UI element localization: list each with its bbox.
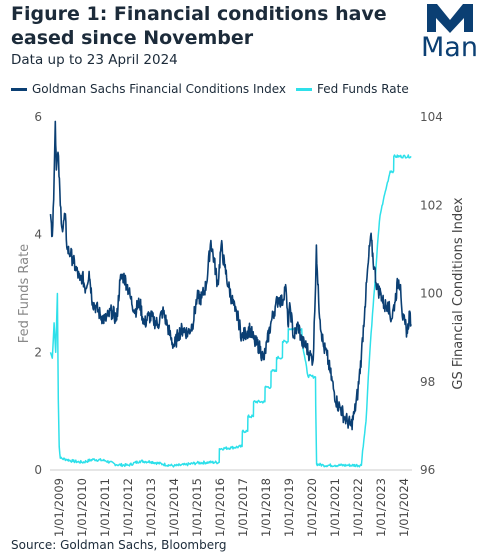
legend-item-ffr: Fed Funds Rate <box>296 82 409 96</box>
source-note: Source: Goldman Sachs, Bloomberg <box>11 538 227 552</box>
left-tick-label-3: 6 <box>34 110 42 124</box>
series-line-0 <box>49 120 412 431</box>
series-line-1 <box>49 154 412 468</box>
x-tick-label-15: 1/01/2024 <box>397 478 411 537</box>
x-tick-label-4: 1/01/2013 <box>144 478 158 537</box>
x-tick-label-3: 1/01/2012 <box>121 478 135 537</box>
left-tick-label-2: 4 <box>34 228 42 242</box>
x-tick-label-14: 1/01/2023 <box>374 478 388 537</box>
chart-title: Figure 1: Financial conditions have ease… <box>11 3 387 49</box>
right-axis-title: GS Financial Conditions Index <box>451 197 466 390</box>
man-logo-mark <box>427 4 473 33</box>
right-tick-label-2: 100 <box>420 287 443 301</box>
legend-swatch-gs <box>11 87 27 91</box>
x-tick-label-0: 1/01/2009 <box>52 478 66 537</box>
legend-swatch-ffr <box>296 87 313 91</box>
legend-label-gs: Goldman Sachs Financial Conditions Index <box>32 82 287 96</box>
x-tick-label-12: 1/01/2021 <box>328 478 342 537</box>
right-tick-label-3: 102 <box>420 198 443 212</box>
man-logo <box>427 4 473 33</box>
x-tick-label-9: 1/01/2018 <box>259 478 273 537</box>
chart-legend: Goldman Sachs Financial Conditions Index… <box>11 82 419 96</box>
left-tick-label-0: 0 <box>34 463 42 477</box>
right-tick-label-0: 96 <box>420 463 435 477</box>
x-tick-label-6: 1/01/2015 <box>190 478 204 537</box>
man-logo-text: Man <box>421 32 478 63</box>
x-tick-label-13: 1/01/2022 <box>351 478 365 537</box>
x-tick-label-8: 1/01/2017 <box>236 478 250 537</box>
legend-item-gs: Goldman Sachs Financial Conditions Index <box>11 82 286 96</box>
left-axis-title: Fed Funds Rate <box>17 244 32 343</box>
x-tick-label-11: 1/01/2020 <box>305 478 319 537</box>
chart-subtitle: Data up to 23 April 2024 <box>11 52 178 68</box>
x-tick-label-1: 1/01/2010 <box>75 478 89 537</box>
right-tick-label-1: 98 <box>420 375 435 389</box>
x-tick-label-10: 1/01/2019 <box>282 478 296 537</box>
right-tick-label-4: 104 <box>420 110 443 124</box>
x-tick-label-7: 1/01/2016 <box>213 478 227 537</box>
x-tick-label-5: 1/01/2014 <box>167 478 181 537</box>
left-tick-label-1: 2 <box>34 345 42 359</box>
legend-label-ffr: Fed Funds Rate <box>317 82 409 96</box>
x-tick-label-2: 1/01/2011 <box>98 478 112 537</box>
